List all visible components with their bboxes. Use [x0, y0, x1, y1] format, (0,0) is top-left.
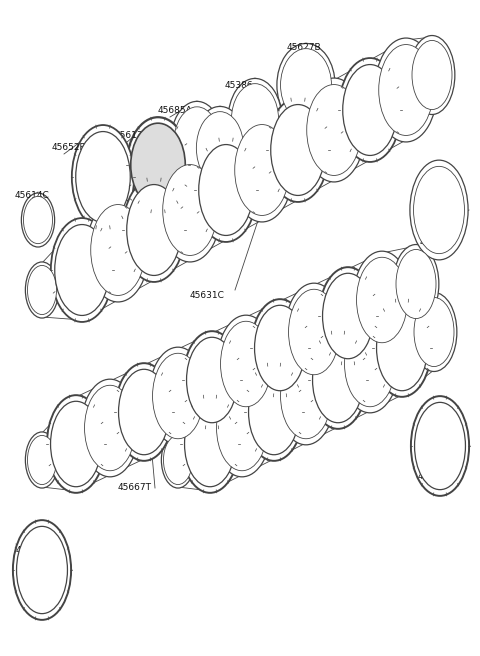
Ellipse shape — [183, 331, 241, 429]
Ellipse shape — [216, 385, 267, 471]
Ellipse shape — [22, 193, 55, 247]
Ellipse shape — [161, 432, 194, 488]
Text: 45631C: 45631C — [190, 291, 225, 300]
Ellipse shape — [280, 49, 332, 121]
Ellipse shape — [249, 369, 300, 455]
Ellipse shape — [277, 347, 335, 445]
Ellipse shape — [25, 262, 59, 318]
Ellipse shape — [25, 432, 59, 488]
Ellipse shape — [195, 138, 257, 242]
Ellipse shape — [91, 205, 145, 295]
Ellipse shape — [267, 98, 329, 202]
Ellipse shape — [163, 165, 217, 255]
Ellipse shape — [254, 305, 305, 391]
Ellipse shape — [288, 289, 339, 375]
Ellipse shape — [47, 395, 105, 493]
Ellipse shape — [55, 224, 109, 316]
Ellipse shape — [217, 315, 275, 413]
Ellipse shape — [271, 104, 325, 195]
Ellipse shape — [231, 83, 278, 156]
Ellipse shape — [414, 167, 465, 254]
Ellipse shape — [159, 158, 221, 262]
Ellipse shape — [231, 118, 293, 222]
Ellipse shape — [343, 64, 397, 155]
Ellipse shape — [412, 41, 452, 110]
Ellipse shape — [245, 363, 303, 461]
Text: 45614C: 45614C — [203, 159, 238, 168]
Ellipse shape — [72, 125, 134, 229]
Ellipse shape — [345, 321, 396, 407]
Ellipse shape — [409, 35, 455, 115]
Ellipse shape — [410, 160, 468, 260]
Ellipse shape — [51, 218, 113, 322]
Ellipse shape — [375, 38, 437, 142]
Ellipse shape — [220, 321, 272, 407]
Text: 45643T: 45643T — [418, 472, 452, 481]
Ellipse shape — [415, 402, 466, 489]
Ellipse shape — [251, 299, 309, 397]
Ellipse shape — [285, 283, 343, 381]
Ellipse shape — [119, 369, 169, 455]
Ellipse shape — [131, 123, 185, 207]
Ellipse shape — [373, 299, 431, 397]
Ellipse shape — [50, 401, 101, 487]
Text: 45652B: 45652B — [52, 143, 86, 152]
Ellipse shape — [27, 266, 57, 314]
Ellipse shape — [24, 196, 52, 243]
Ellipse shape — [196, 112, 244, 184]
Ellipse shape — [357, 257, 408, 342]
Text: 45613C: 45613C — [115, 131, 150, 140]
Ellipse shape — [396, 249, 436, 319]
Text: 45665: 45665 — [420, 238, 449, 247]
Ellipse shape — [170, 102, 224, 189]
Ellipse shape — [213, 379, 271, 477]
Ellipse shape — [277, 43, 335, 127]
Ellipse shape — [149, 347, 207, 445]
Ellipse shape — [309, 331, 367, 429]
Ellipse shape — [173, 107, 221, 183]
Ellipse shape — [319, 267, 377, 365]
Ellipse shape — [312, 337, 363, 422]
Ellipse shape — [411, 293, 457, 371]
Text: 45667T: 45667T — [118, 483, 152, 493]
Ellipse shape — [303, 78, 365, 182]
Ellipse shape — [27, 436, 57, 485]
Text: 45386: 45386 — [225, 81, 253, 90]
Ellipse shape — [181, 395, 239, 493]
Ellipse shape — [341, 315, 399, 413]
Ellipse shape — [84, 385, 135, 471]
Ellipse shape — [280, 354, 332, 439]
Ellipse shape — [184, 401, 236, 487]
Ellipse shape — [228, 79, 282, 161]
Ellipse shape — [411, 396, 469, 496]
Text: 45624: 45624 — [272, 413, 300, 422]
Ellipse shape — [339, 58, 401, 162]
Ellipse shape — [353, 251, 411, 349]
Ellipse shape — [307, 85, 361, 175]
Text: 45627B: 45627B — [287, 43, 322, 52]
Ellipse shape — [193, 106, 247, 190]
Text: 45614C: 45614C — [15, 191, 50, 200]
Ellipse shape — [13, 520, 71, 620]
Ellipse shape — [127, 184, 181, 276]
Ellipse shape — [379, 45, 433, 135]
Ellipse shape — [187, 337, 238, 422]
Ellipse shape — [115, 363, 173, 461]
Ellipse shape — [393, 245, 439, 323]
Ellipse shape — [199, 144, 253, 236]
Ellipse shape — [414, 297, 454, 367]
Ellipse shape — [81, 379, 139, 477]
Ellipse shape — [123, 178, 185, 282]
Ellipse shape — [16, 526, 68, 613]
Ellipse shape — [153, 354, 204, 439]
Text: 45624C: 45624C — [16, 546, 50, 555]
Ellipse shape — [376, 305, 428, 391]
Ellipse shape — [127, 117, 189, 213]
Ellipse shape — [235, 125, 289, 215]
Ellipse shape — [76, 132, 130, 222]
Ellipse shape — [164, 436, 192, 485]
Ellipse shape — [323, 274, 373, 359]
Text: 45685A: 45685A — [158, 106, 193, 115]
Ellipse shape — [87, 198, 149, 302]
